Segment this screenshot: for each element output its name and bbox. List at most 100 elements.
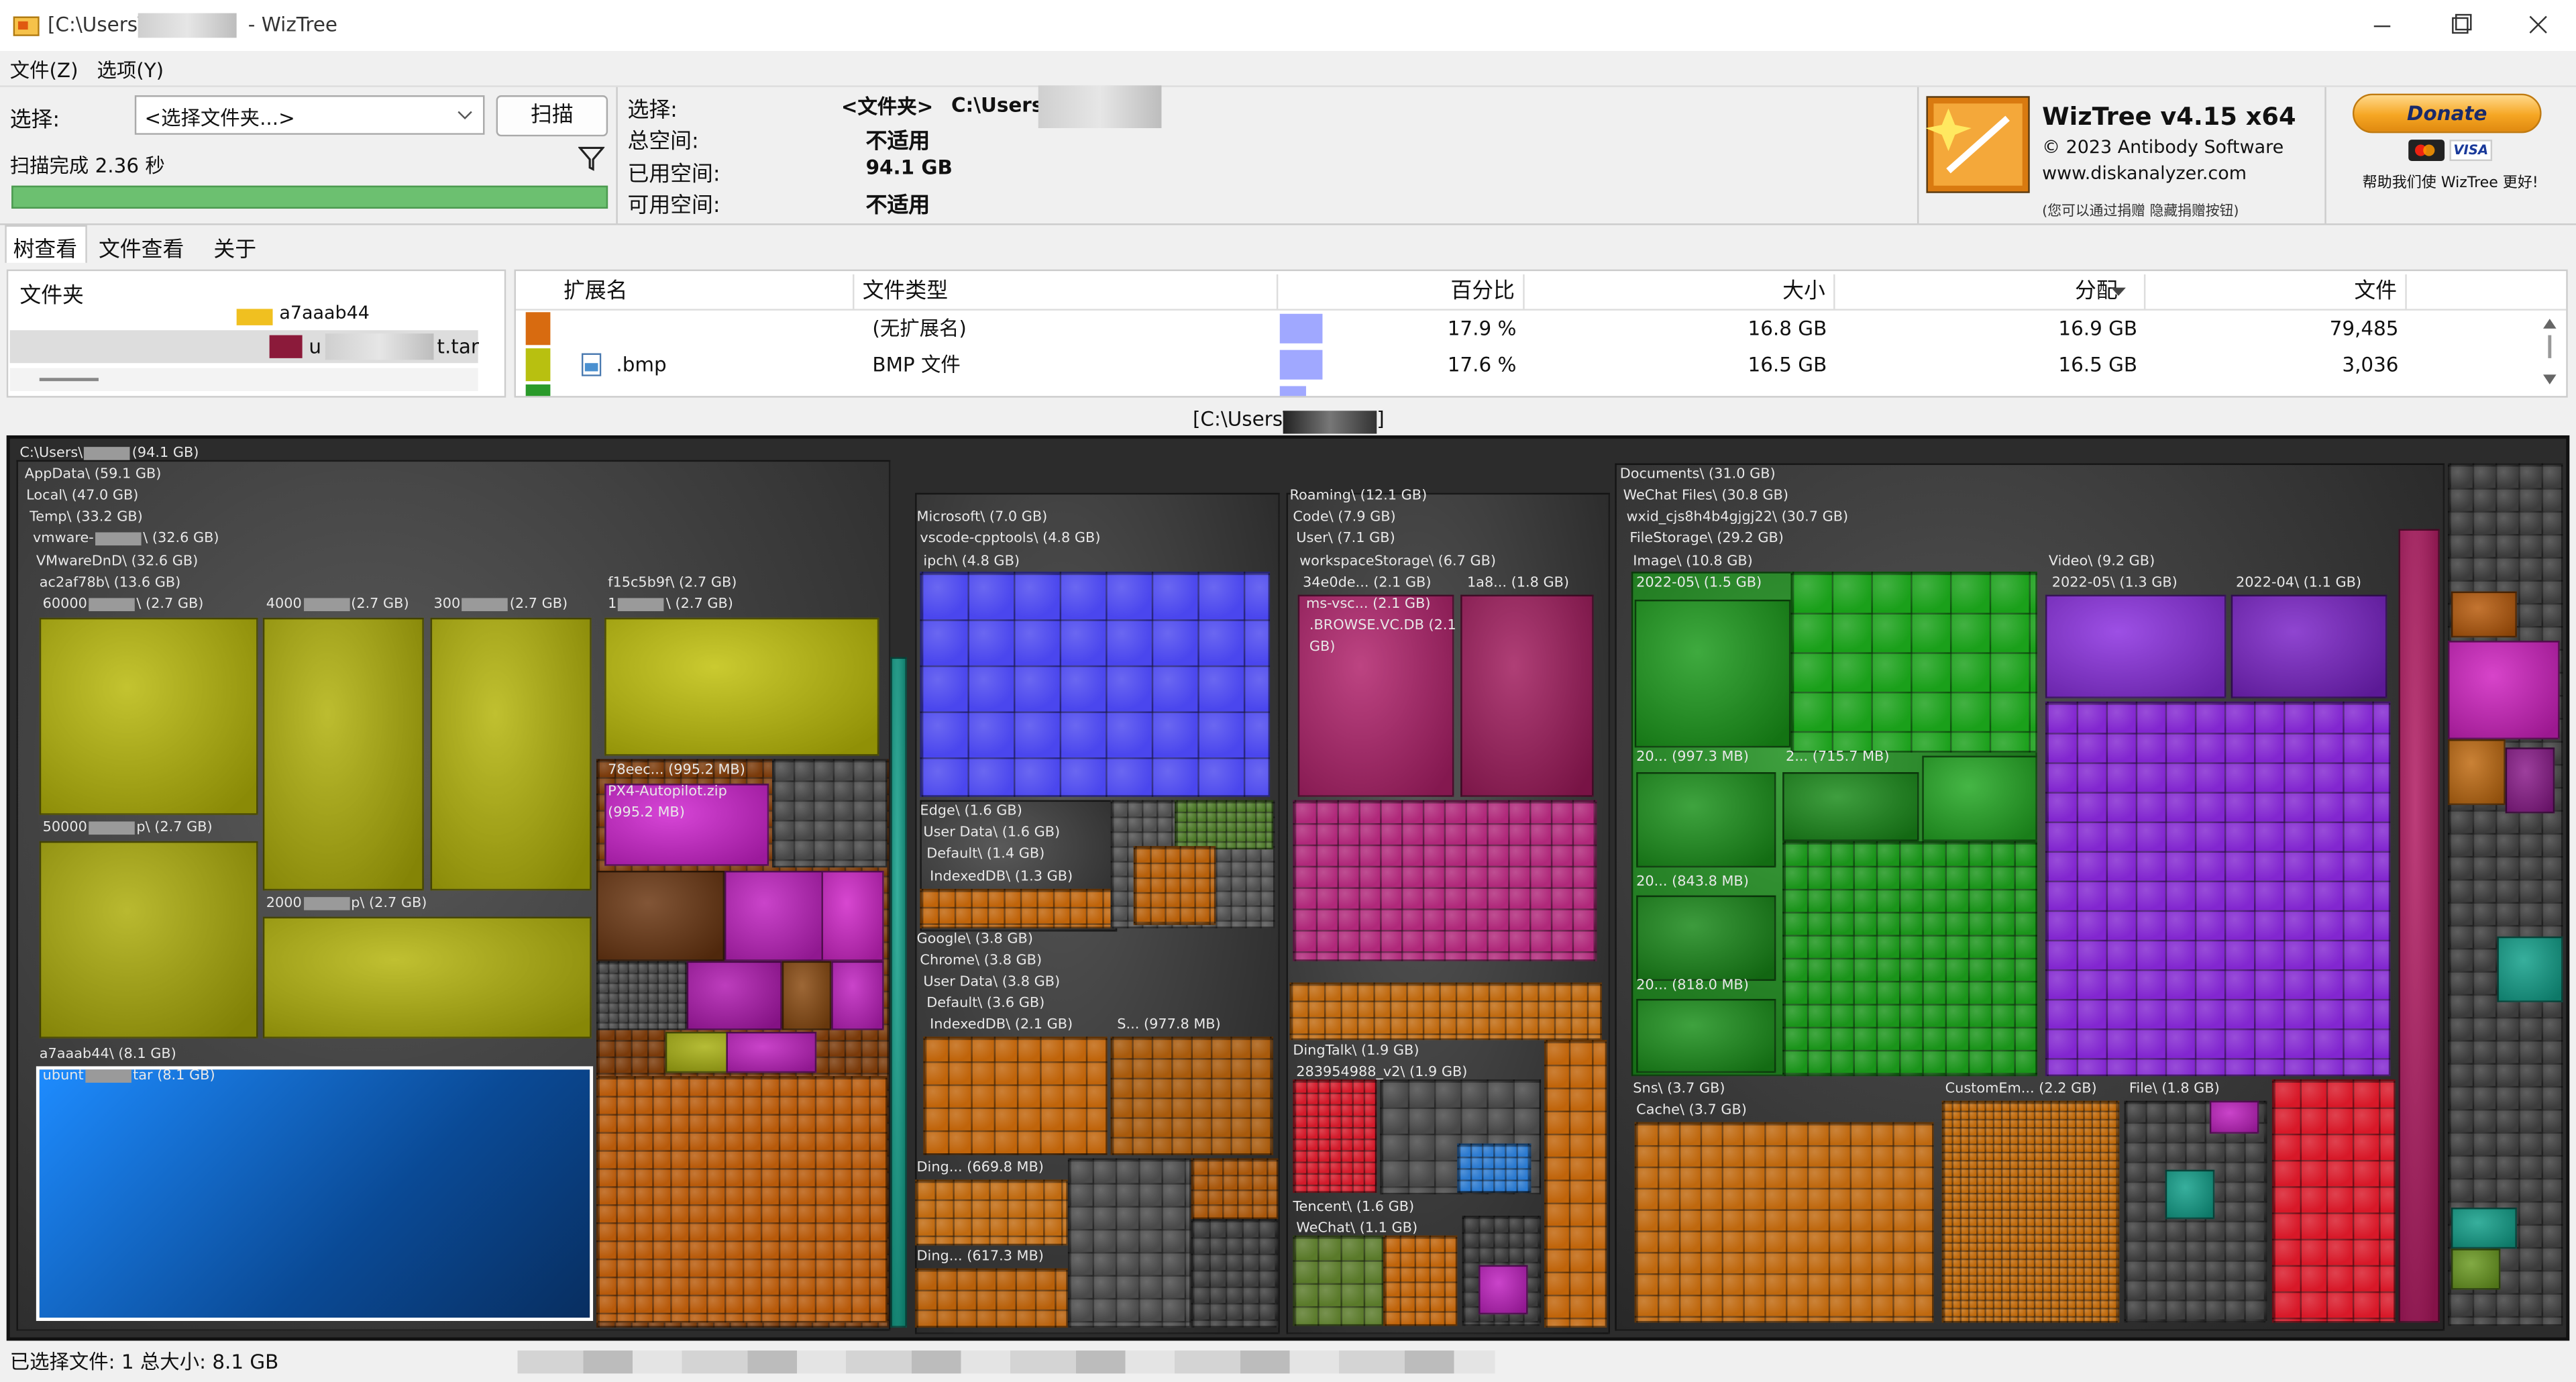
percent-cell: 17.9 % (1447, 317, 1517, 340)
window-controls[interactable] (2366, 10, 2563, 43)
treemap-label: 300 (2.7 GB) (434, 596, 568, 613)
info-label: 已用空间: (627, 162, 720, 188)
treemap-label: IndexedDB\ (2.1 GB) (930, 1016, 1073, 1034)
tab-active[interactable] (5, 225, 87, 263)
treemap-block (1383, 1235, 1458, 1326)
folder-item[interactable]: a7aaab44 (279, 302, 370, 323)
redacted (89, 597, 135, 610)
folder-item[interactable]: t.tar (437, 335, 479, 358)
tab[interactable]: 树查看 (13, 238, 78, 263)
ext-color (525, 348, 551, 382)
treemap-label: Default\ (1.4 GB) (926, 846, 1045, 863)
redacted (517, 1350, 1495, 1374)
treemap-label: Microsoft\ (7.0 GB) (916, 509, 1048, 526)
label-part: (2.7 GB) (509, 596, 568, 613)
card-icon (2408, 140, 2445, 162)
treemap-block (920, 888, 1112, 928)
treemap-label: CustomEm... (2.2 GB) (1945, 1081, 2097, 1098)
treemap-block (2271, 1079, 2396, 1323)
divider (2324, 87, 2326, 224)
redacted (325, 333, 434, 360)
treemap-label: 2000 p\ (2.7 GB) (266, 896, 427, 912)
treemap-label: vscode-cpptools\ (4.8 GB) (920, 531, 1101, 547)
treemap-label: User\ (7.1 GB) (1296, 531, 1395, 547)
treemap-block (1380, 1079, 1542, 1195)
info-value: C:\Users\ (951, 93, 1051, 117)
redacted (1283, 411, 1377, 434)
treemap-label: Documents\ (31.0 GB) (1619, 466, 1776, 484)
treemap-block (430, 617, 592, 891)
treemap-block (262, 617, 424, 891)
treemap-block (1133, 846, 1216, 925)
treemap-block (724, 870, 823, 961)
treemap-block (2447, 739, 2506, 806)
scrollbar[interactable] (9, 368, 478, 391)
column-header[interactable]: 文件类型 (854, 274, 1279, 309)
donate-button[interactable]: Donate (2352, 93, 2542, 134)
treemap-label: 2022-05\ (1.5 GB) (1636, 575, 1762, 592)
treemap-block (2045, 594, 2226, 698)
menu-item[interactable]: 文件(Z) (9, 59, 78, 83)
treemap-label: Sns\ (3.7 GB) (1633, 1081, 1725, 1098)
treemap-label: Edge\ (1.6 GB) (920, 803, 1022, 820)
info-value: 不适用 (865, 129, 930, 155)
label-part: \ (32.6 GB) (143, 531, 219, 547)
treemap-label: Ding... (617.3 MB) (916, 1248, 1044, 1265)
treemap-block (915, 1268, 1068, 1328)
treemap-block (2165, 1169, 2215, 1220)
redacted (89, 820, 135, 834)
files-cell: 3,036 (2342, 353, 2399, 376)
treemap-label: 283954988_v2\ (1.9 GB) (1296, 1064, 1468, 1081)
tab[interactable]: 关于 (213, 238, 257, 263)
brand-logo (1925, 96, 2030, 193)
treemap[interactable]: C:\Users\ (94.1 GB) AppData\ (59.1 GB) Loca… (6, 435, 2570, 1341)
treemap-label: 2022-04\ (1.1 GB) (2236, 575, 2362, 592)
treemap-block (2497, 936, 2563, 1002)
menu-item[interactable]: 选项(Y) (97, 59, 164, 83)
file-icon (581, 353, 602, 376)
column-header[interactable]: 百分比 (1278, 274, 1525, 309)
scrollbar[interactable] (2538, 312, 2561, 391)
donate-help: 帮助我们使 WizTree 更好! (2362, 176, 2538, 193)
treemap-label: DingTalk\ (1.9 GB) (1293, 1043, 1419, 1060)
treemap-block (2447, 641, 2560, 740)
column-header[interactable]: 分配 (1835, 274, 2146, 309)
treemap-label: User Data\ (1.6 GB) (923, 825, 1061, 841)
treemap-label: Roaming\ (12.1 GB) (1289, 488, 1428, 504)
label-part: (94.1 GB) (131, 445, 199, 462)
treemap-label: Code\ (7.9 GB) (1293, 509, 1396, 526)
label-part: p\ (2.7 GB) (351, 895, 427, 912)
treemap-block (1544, 1040, 1607, 1328)
folder-select[interactable]: <选择文件夹...> (134, 95, 485, 135)
treemap-label: 2... (715.7 MB) (1786, 749, 1890, 766)
percent-cell: 17.6 % (1447, 353, 1517, 376)
treemap-label: ac2af78b\ (13.6 GB) (39, 575, 181, 592)
treemap-path: [C:\Users\ (1192, 407, 1289, 431)
treemap-block (604, 617, 879, 756)
percent-bar (1279, 313, 1323, 343)
type-cell: BMP 文件 (872, 353, 961, 376)
column-header[interactable]: 文件 (2145, 274, 2407, 309)
treemap-block (1067, 1158, 1191, 1328)
tab[interactable]: 文件查看 (98, 238, 184, 263)
brand-note: (您可以通过捐赠 隐藏捐赠按钮) (2042, 203, 2239, 221)
treemap-label: ms-vsc... (2.1 GB) (1305, 596, 1431, 613)
label-part: tar (8.1 GB) (133, 1067, 215, 1085)
label-part: ubunt (42, 1067, 84, 1085)
column-header[interactable]: 扩展名 (555, 274, 855, 309)
treemap-label: 1 \ (2.7 GB) (608, 596, 733, 613)
treemap-block (1289, 982, 1602, 1041)
treemap-label: Ding... (669.8 MB) (916, 1159, 1044, 1177)
brand-url[interactable]: www.diskanalyzer.com (2042, 162, 2247, 184)
treemap-block (1636, 772, 1776, 868)
treemap-label: vmware- \ (32.6 GB) (33, 531, 219, 547)
column-header[interactable]: 大小 (1525, 274, 1835, 309)
brand-name: WizTree v4.15 x64 (2042, 101, 2296, 131)
treemap-label: (995.2 MB) (608, 805, 685, 822)
scan-button[interactable]: 扫描 (496, 95, 608, 137)
treemap-block (2209, 1100, 2259, 1134)
treemap-block (915, 1179, 1068, 1246)
filter-icon[interactable] (578, 146, 605, 171)
status-text: 已选择文件: 1 总大小: 8.1 GB (9, 1350, 279, 1374)
folder-item[interactable]: u (309, 335, 322, 358)
